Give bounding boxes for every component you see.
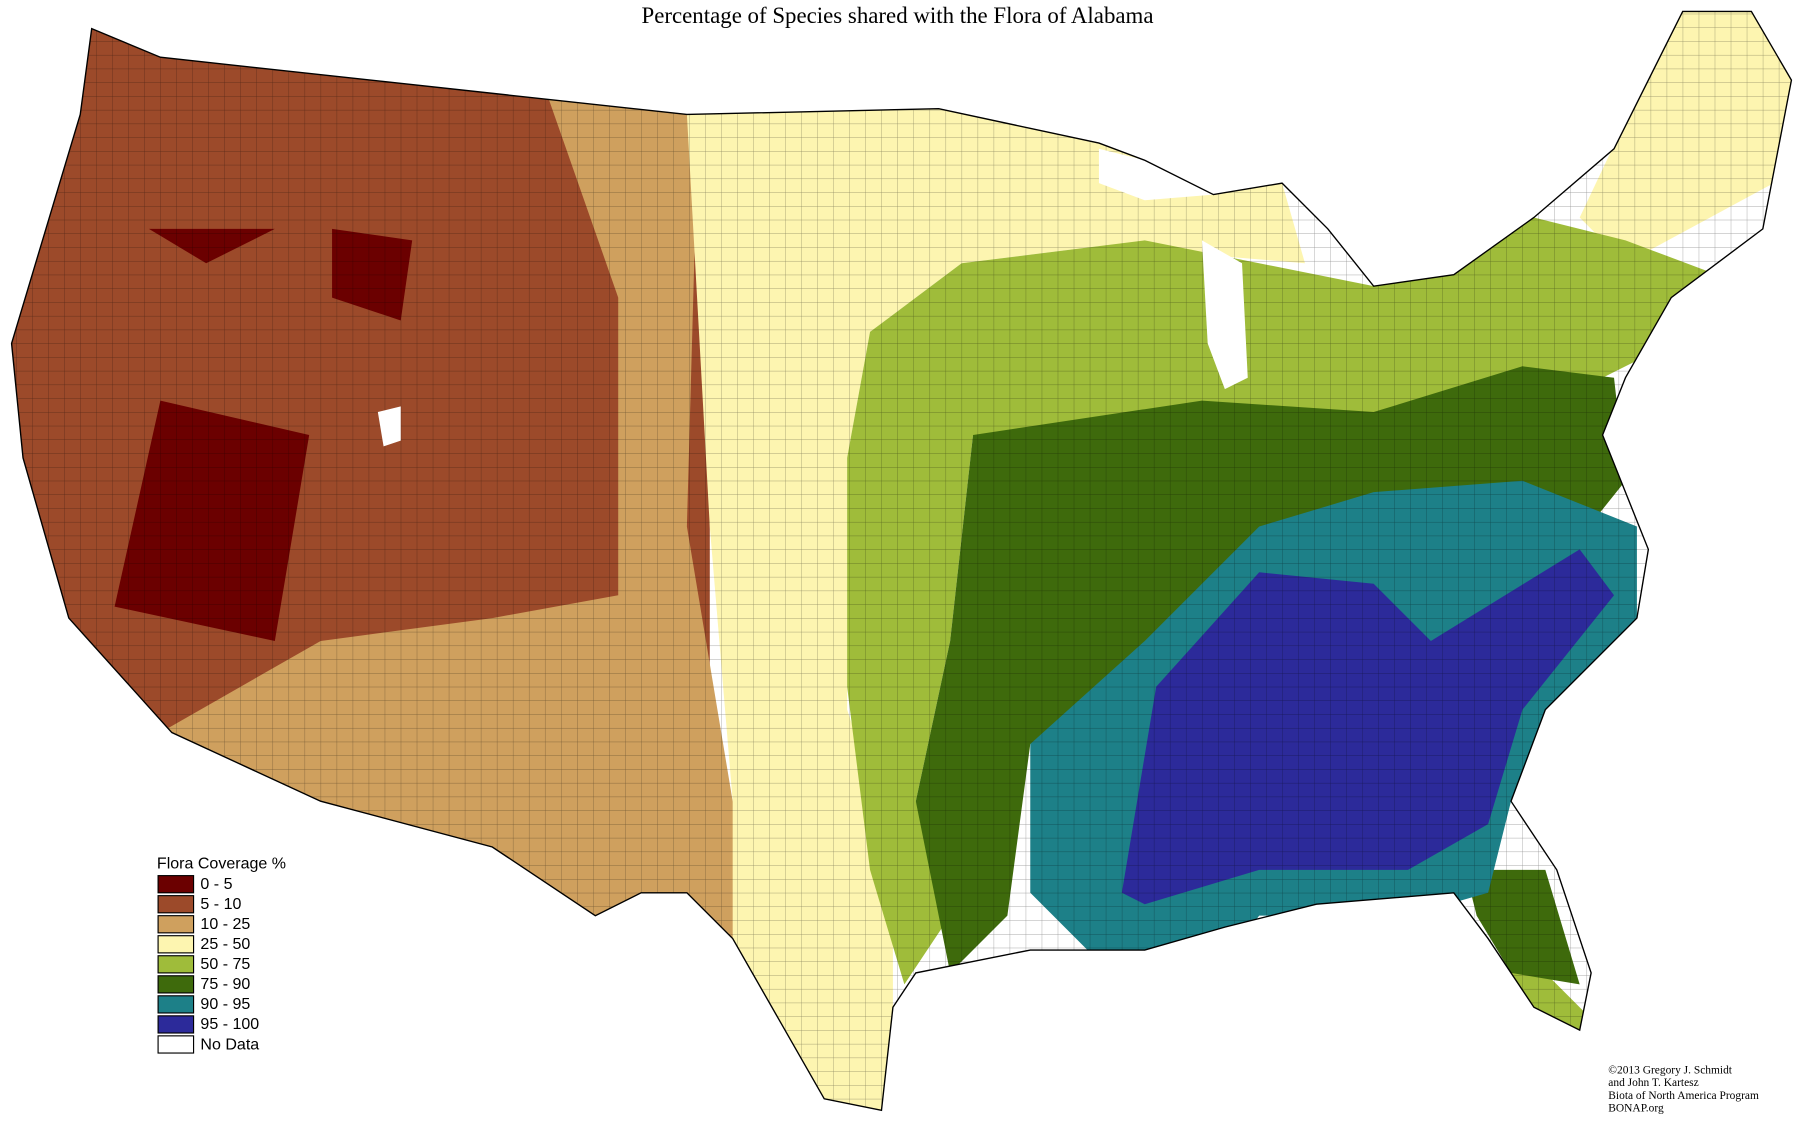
legend-label: 25 - 50 — [200, 935, 250, 953]
legend-swatch — [157, 1035, 195, 1054]
lake — [377, 406, 401, 447]
legend-swatch — [157, 895, 195, 914]
legend-label: 95 - 100 — [200, 1015, 259, 1033]
legend: Flora Coverage % 0 - 5 5 - 10 10 - 25 25 - … — [157, 854, 286, 1054]
lake — [1098, 148, 1214, 201]
legend-label: 75 - 90 — [200, 975, 250, 993]
legend-swatch — [157, 975, 195, 994]
legend-swatch — [157, 1015, 195, 1034]
legend-swatch — [157, 935, 195, 954]
legend-label: 5 - 10 — [200, 895, 241, 913]
legend-label: No Data — [200, 1035, 259, 1053]
legend-swatch — [157, 995, 195, 1014]
legend-label: 0 - 5 — [200, 875, 232, 893]
credit-line: BONAP.org — [1608, 1102, 1664, 1114]
lake — [1201, 240, 1248, 390]
credit-line: and John T. Kartesz — [1608, 1077, 1698, 1089]
legend-label: 10 - 25 — [200, 915, 250, 933]
legend-swatch — [157, 915, 195, 934]
map-title: Percentage of Species shared with the Fl… — [642, 3, 1154, 28]
legend-label: 90 - 95 — [200, 995, 250, 1013]
legend-label: 50 - 75 — [200, 955, 250, 973]
country-outline — [10, 10, 1793, 1112]
credit-line: ©2013 Gregory J. Schmidt — [1608, 1065, 1733, 1077]
legend-swatch — [157, 875, 195, 894]
legend-swatch — [157, 955, 195, 974]
credit-line: Biota of North America Program — [1608, 1090, 1759, 1102]
legend-title: Flora Coverage % — [157, 854, 286, 872]
